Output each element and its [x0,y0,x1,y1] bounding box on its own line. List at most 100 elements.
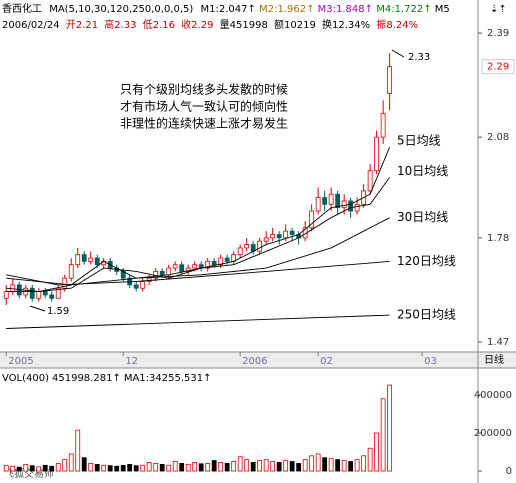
volume-bar [23,463,29,472]
y-tick-label: 2.08 [487,132,509,143]
volume-bar [335,459,341,472]
volume-title: VOL(400) 451998.281↑ MA1:34255.531↑ [2,373,211,384]
last-price-label: 2.29 [487,62,509,73]
ma-params: MA(5,10,30,120,250,0,0,0,5) [49,4,193,15]
period-label[interactable]: 日线 [484,353,504,366]
candle-body [289,230,295,235]
volume-bar [88,463,94,472]
volume-bar [224,463,230,472]
volume-title-part: MA1:34255.531↑ [124,373,212,384]
candle-body [42,291,48,296]
volume-bar [270,461,276,472]
candle-body [75,254,81,266]
date: 2006/02/24 [2,20,60,31]
volume-bar [289,461,295,472]
volume-title-part: VOL(400) [2,373,49,384]
amplitude: 振8.24% [376,18,418,31]
volume-bar [75,429,81,472]
annotation: 才有市场人气一致认可的倾向性 [120,99,288,114]
volume-bar [81,457,87,472]
volume-bar [237,456,243,472]
volume-bar [231,461,237,472]
volume-bar [153,463,159,472]
volume-bar [328,458,334,472]
candle-body [224,257,230,262]
volume-bar [127,463,133,472]
y-tick-label: 400000 [474,390,512,401]
volume-bar [257,460,263,472]
watermark: 飞狐交易师 [4,467,54,480]
volume-bar [179,463,185,472]
ma-value: M1:2.047↑ [201,4,256,15]
volume-bar [387,384,393,472]
volume-bar [250,462,256,472]
low-label: 1.59 [47,306,69,317]
candle-body [387,66,393,94]
x-tick-label: 02 [320,356,333,367]
candle-body [211,260,217,266]
volume-bar [341,460,347,472]
turnover: 换12.34% [322,18,370,31]
high: 高2.33 [104,18,136,31]
candle-body [315,197,321,212]
candle-body [244,244,250,249]
y-tick-label: 1.47 [487,337,509,348]
open: 开2.21 [66,20,98,31]
volume-bar [133,465,139,472]
candle-body [192,264,198,269]
ma-value: M4:1.722↑ [376,4,431,15]
candle-body [146,277,152,282]
volume-bar [114,465,120,472]
y-tick-label: 2.39 [487,28,509,39]
ma-value: M3:1.848↑ [318,4,373,15]
volume-bar [244,459,250,472]
candle-body [68,264,74,279]
close: 收2.29 [181,18,213,31]
ma-line [6,147,391,293]
ma-line [6,217,390,286]
volume-bar [211,460,217,472]
candle-body [94,257,100,266]
candle-body [81,254,87,262]
volume-bar [263,459,269,472]
header-line2: 2006/02/24 开2.21 高2.33 低2.16 收2.29 量4519… [2,18,418,31]
volume-bar [140,464,146,472]
candle-body [29,287,35,299]
high-label: 2.33 [408,52,430,63]
volume-bar [16,466,22,472]
candle-body [283,230,289,239]
pointer [29,305,46,312]
ma-label: 10日均线 [397,164,448,178]
candle-body [205,260,211,269]
volume-bar [205,463,211,472]
candle-body [10,284,16,292]
candle-body [140,281,146,289]
volume-bar [120,464,126,472]
header-line1: 香西化工 MA(5,10,30,120,250,0,0,0,5) M1:2.04… [2,2,450,15]
volume-bar [322,457,328,472]
volume-bar [354,459,360,472]
candle-body [309,210,315,229]
scroll-icon[interactable]: ⇣⇡ [490,4,507,15]
volume-bar [283,460,289,472]
candle-body [166,267,172,276]
volume-bar [166,464,172,472]
volume-bar [374,432,380,472]
volume-bar [107,465,113,472]
volume-bar [49,465,55,472]
volume-bar [348,461,354,472]
candle-body [55,287,61,299]
stock-name: 香西化工 [2,2,42,15]
candle-body [380,113,386,138]
candle-body [341,200,347,209]
candle-body [322,197,328,205]
volume-bar [276,462,282,472]
volume-bar [3,464,9,472]
candle-body [270,234,276,239]
candle-body [276,234,282,239]
volume-bar [94,463,100,472]
candle-body [36,291,42,299]
candle-body [367,170,373,192]
volume-bar [29,465,35,472]
pointer [391,49,405,58]
